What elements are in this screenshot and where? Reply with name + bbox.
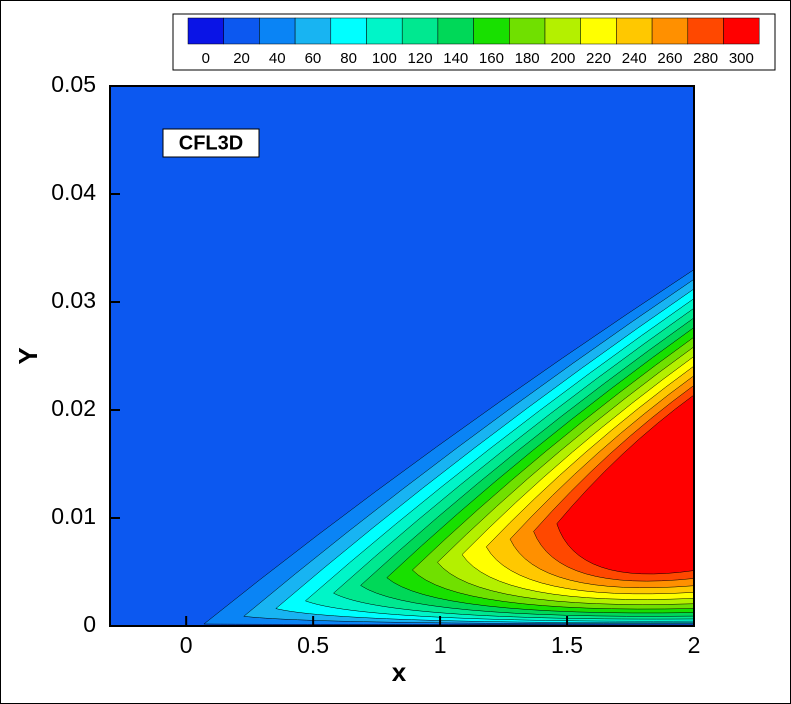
colorbar-cell	[294, 17, 332, 45]
colorbar-label: 220	[586, 50, 611, 67]
colorbar-label: 0	[202, 50, 210, 67]
x-tick-label: 1.5	[551, 632, 583, 658]
x-tick-label: 0.5	[297, 632, 329, 658]
colorbar-label: 60	[305, 50, 322, 67]
colorbar-cell	[723, 17, 760, 45]
annotation-box	[162, 128, 260, 158]
annotation: CFL3D	[179, 132, 243, 154]
colorbar-cell	[509, 17, 546, 45]
colorbar-cell	[473, 17, 510, 45]
colorbar-label: 180	[515, 50, 540, 67]
plot-frame	[109, 85, 695, 627]
x-tick-label: 2	[688, 632, 701, 658]
colorbar-cell	[687, 17, 724, 45]
colorbar-cell	[259, 17, 296, 45]
x-axis-label: x	[392, 657, 407, 687]
y-tick-label: 0	[83, 611, 96, 637]
colorbar-label: 280	[693, 50, 718, 67]
colorbar-label: 300	[729, 50, 754, 67]
colorbar-label: 260	[657, 50, 682, 67]
colorbar-label: 120	[408, 50, 433, 67]
colorbar-label: 20	[233, 50, 250, 67]
y-axis-label: Y	[13, 347, 43, 364]
colorbar-cell	[223, 17, 260, 45]
colorbar-label: 200	[550, 50, 575, 67]
colorbar-cell	[544, 17, 581, 45]
colorbar-cell	[616, 17, 653, 45]
y-tick-label: 0.02	[51, 395, 96, 421]
colorbar-label: 160	[479, 50, 504, 67]
y-tick-label: 0.03	[51, 287, 96, 313]
y-tick-label: 0.04	[51, 179, 96, 205]
colorbar-cell	[437, 17, 474, 45]
colorbar-cell	[580, 17, 617, 45]
x-tick-label: 0	[180, 632, 193, 658]
colorbar-cell	[366, 17, 403, 45]
colorbar-label: 80	[340, 50, 357, 67]
colorbar-label: 40	[269, 50, 286, 67]
x-tick-label: 1	[434, 632, 447, 658]
colorbar-cell	[187, 17, 224, 45]
colorbar-label: 140	[443, 50, 468, 67]
colorbar-cell	[330, 17, 367, 45]
colorbar-label: 240	[622, 50, 647, 67]
colorbar-label: 100	[372, 50, 397, 67]
colorbar-cell	[651, 17, 689, 45]
y-tick-label: 0.01	[51, 503, 96, 529]
colorbar-cell	[401, 17, 439, 45]
y-tick-label: 0.05	[51, 71, 96, 97]
